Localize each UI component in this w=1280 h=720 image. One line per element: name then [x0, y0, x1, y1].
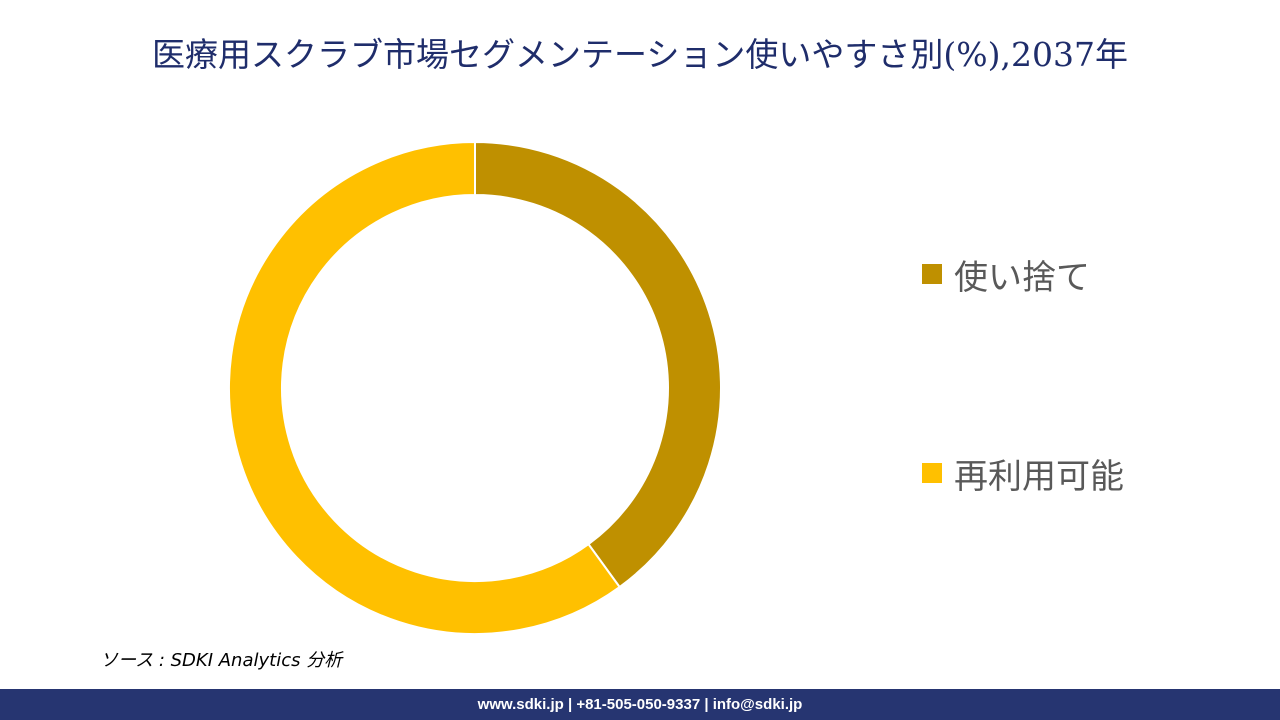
legend-swatch-reusable: [922, 463, 942, 483]
source-note: ソース : SDKI Analytics 分析: [100, 650, 343, 671]
legend-label-disposable: 使い捨て: [954, 257, 1090, 298]
legend-item-reusable: 再利用可能: [922, 451, 1124, 497]
legend-label-reusable: 再利用可能: [954, 456, 1124, 497]
footer-bar: www.sdki.jp | +81-505-050-9337 | info@sd…: [0, 689, 1280, 720]
legend-swatch-disposable: [922, 264, 942, 284]
donut-chart: [228, 140, 722, 635]
donut-slice-1: [228, 140, 621, 635]
footer-contact: www.sdki.jp | +81-505-050-9337 | info@sd…: [477, 696, 803, 713]
legend-item-disposable: 使い捨て: [922, 252, 1090, 298]
donut-slice-0: [474, 140, 722, 589]
chart-title: 医療用スクラブ市場セグメンテーション使いやすさ別(%),2037年: [152, 35, 1128, 74]
